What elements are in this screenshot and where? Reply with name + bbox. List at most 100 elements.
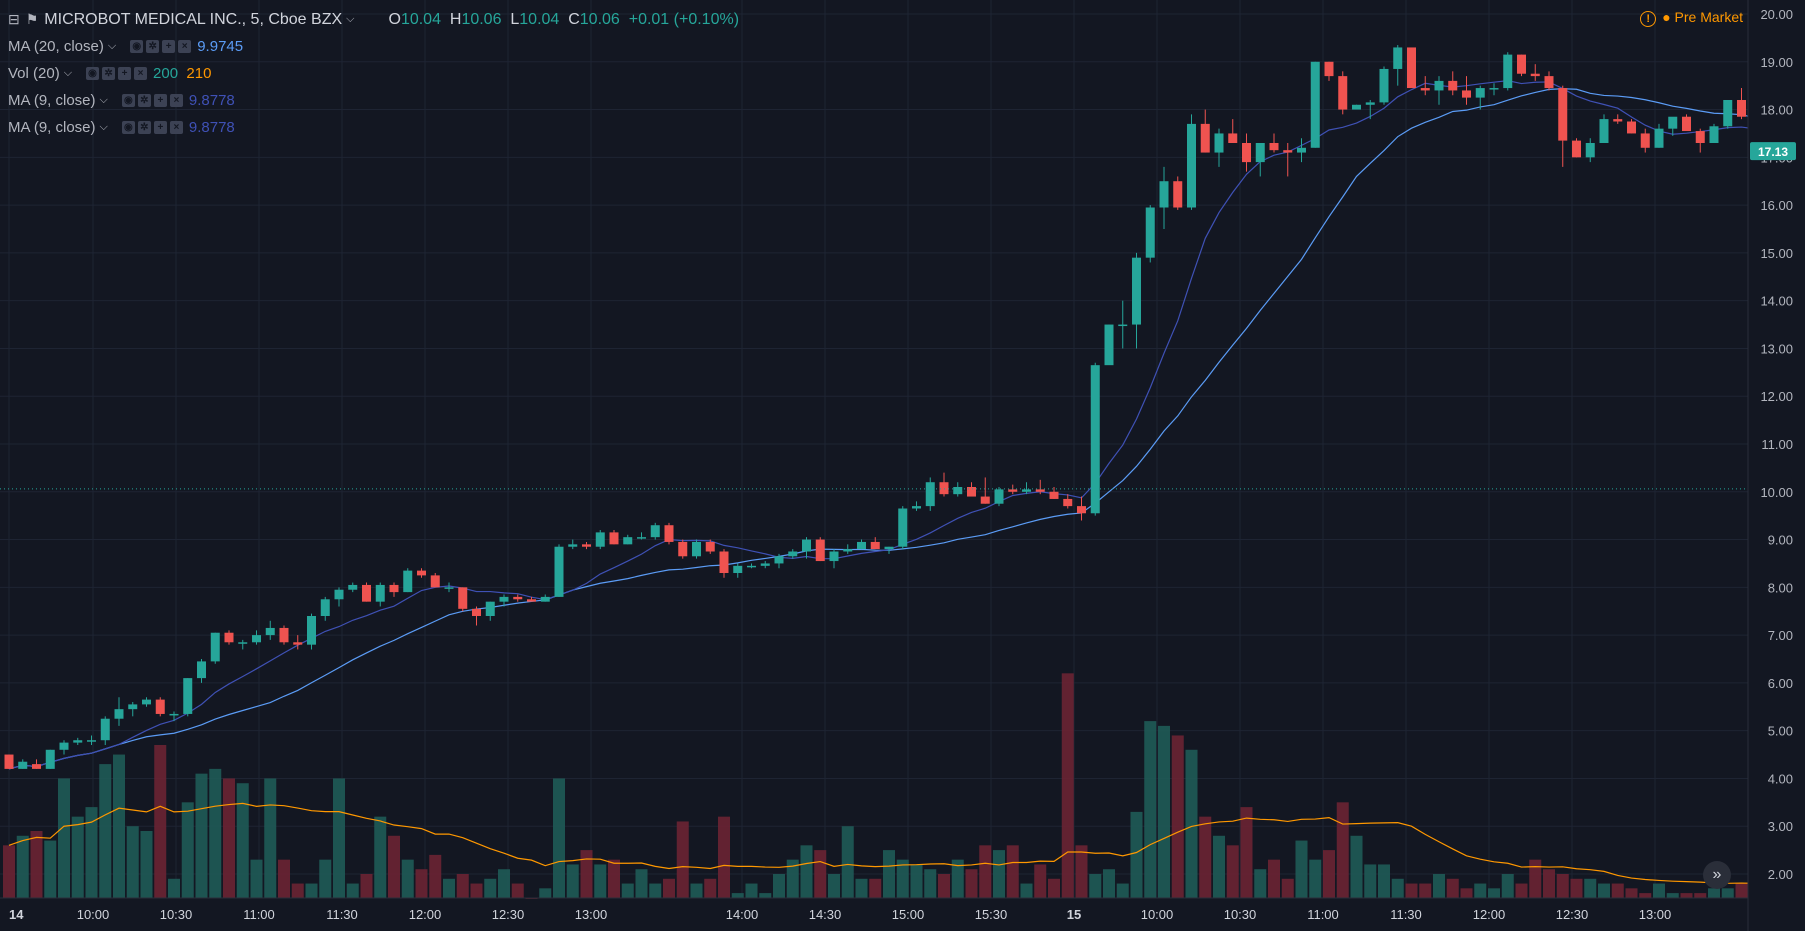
- close-icon[interactable]: ×: [178, 40, 192, 53]
- settings-icon[interactable]: ✲: [137, 121, 151, 134]
- candle-body: [1407, 47, 1416, 89]
- volume-bar: [291, 883, 304, 898]
- open-label: O: [388, 11, 401, 28]
- ohlc-values: O10.04 H10.06 L10.04 C10.06 +0.01 (+0.10…: [388, 6, 739, 33]
- scroll-right-icon[interactable]: »: [1703, 861, 1731, 889]
- indicator-label[interactable]: MA (20, close): [8, 38, 104, 55]
- indicator-value-ma: 210: [186, 65, 212, 82]
- volume-bar: [1281, 878, 1294, 898]
- chevron-down-icon[interactable]: ⌵: [99, 121, 108, 133]
- eye-icon[interactable]: ◉: [86, 67, 100, 80]
- eye-icon[interactable]: ◉: [121, 94, 135, 107]
- pre-market-indicator[interactable]: ! ● Pre Market: [1640, 9, 1743, 27]
- symbol-title[interactable]: MICROBOT MEDICAL INC., 5, Cboe BZX: [44, 11, 343, 28]
- price-axis[interactable]: 20.0019.0018.0017.0016.0015.0014.0013.00…: [1747, 0, 1805, 931]
- candle-body: [1228, 133, 1238, 143]
- time-tick-label: 15:00: [892, 907, 925, 922]
- candle: [802, 537, 811, 559]
- candle: [774, 553, 784, 569]
- indicator-row[interactable]: Vol (20) ⌵ ◉ ✲ + × 200 210: [8, 60, 739, 87]
- volume-bar: [594, 864, 607, 898]
- chevron-down-icon[interactable]: ⌵: [99, 94, 108, 106]
- chevron-down-icon[interactable]: ⌵: [63, 67, 73, 79]
- time-axis[interactable]: 14 10:00 10:30 11:00 11:30 12:00 12:30 13:00 14:…: [0, 897, 1748, 922]
- volume-bar: [126, 826, 139, 898]
- candle: [884, 546, 894, 554]
- candle-body: [444, 587, 454, 589]
- low-value: 10.04: [519, 11, 560, 28]
- plus-icon[interactable]: +: [153, 121, 167, 134]
- indicator-row[interactable]: MA (9, close) ⌵ ◉ ✲ + × 9.8778: [8, 114, 739, 141]
- volume-bar: [360, 874, 373, 898]
- indicator-label[interactable]: MA (9, close): [8, 92, 96, 109]
- indicator-label[interactable]: MA (9, close): [8, 119, 96, 136]
- candle: [623, 534, 633, 545]
- candle-body: [224, 632, 234, 643]
- volume-bar: [1185, 749, 1198, 898]
- volume-bar: [965, 869, 978, 898]
- candle-body: [1104, 324, 1114, 366]
- candle: [210, 632, 220, 664]
- plus-icon[interactable]: +: [153, 94, 167, 107]
- indicator-row[interactable]: MA (9, close) ⌵ ◉ ✲ + × 9.8778: [8, 87, 739, 114]
- high-value: 10.06: [461, 11, 502, 28]
- candle: [1585, 138, 1595, 163]
- settings-icon[interactable]: ✲: [137, 94, 151, 107]
- candle-body: [1585, 143, 1595, 158]
- eye-icon[interactable]: ◉: [130, 40, 144, 53]
- chevron-down-icon[interactable]: ⌵: [107, 40, 117, 52]
- candle-body: [1063, 498, 1073, 507]
- candle: [1145, 205, 1155, 263]
- eye-icon[interactable]: ◉: [121, 121, 135, 134]
- close-icon[interactable]: ×: [169, 94, 183, 107]
- candle-body: [829, 551, 839, 562]
- indicator-label[interactable]: Vol (20): [8, 65, 60, 82]
- candle-body: [692, 541, 701, 557]
- volume-bar: [1034, 864, 1047, 898]
- volume-bar: [1213, 835, 1225, 898]
- volume-bar: [1721, 888, 1734, 898]
- settings-icon[interactable]: ✲: [146, 40, 160, 53]
- candle: [829, 549, 839, 569]
- time-tick-label: 11:00: [243, 907, 275, 922]
- volume-bar: [250, 859, 263, 898]
- flag-icon[interactable]: ⚑: [25, 11, 39, 27]
- close-icon[interactable]: ×: [169, 121, 183, 134]
- volume-bar: [814, 850, 827, 898]
- candle: [307, 613, 316, 650]
- candle-body: [870, 541, 880, 550]
- candle-body: [430, 575, 440, 588]
- collapse-icon[interactable]: ⊟: [8, 11, 20, 27]
- candle: [719, 549, 729, 578]
- volume-bar: [1405, 883, 1418, 898]
- close-label: C: [568, 11, 580, 28]
- candle: [870, 537, 880, 550]
- time-tick-label: 14:00: [726, 907, 759, 922]
- volume-bar: [1350, 835, 1363, 898]
- volume-bar: [113, 754, 125, 898]
- candle: [1214, 128, 1224, 167]
- candle-body: [472, 608, 481, 616]
- indicator-controls: ◉ ✲ + ×: [121, 94, 183, 107]
- price-tick-label: 8.00: [1768, 580, 1793, 595]
- time-tick-label: 10:30: [1224, 907, 1257, 922]
- candle: [1517, 54, 1526, 77]
- plus-icon[interactable]: +: [118, 67, 132, 80]
- candle: [334, 587, 344, 607]
- candle: [1159, 166, 1169, 229]
- indicator-row[interactable]: MA (20, close) ⌵ ◉ ✲ + × 9.9745: [8, 33, 739, 60]
- volume-bar: [346, 883, 359, 898]
- volume-bar: [1611, 883, 1624, 898]
- close-value: 10.06: [579, 11, 620, 28]
- candle-body: [1090, 365, 1100, 514]
- candle-body: [293, 642, 303, 645]
- close-icon[interactable]: ×: [134, 67, 148, 80]
- settings-icon[interactable]: ✲: [102, 67, 116, 80]
- plus-icon[interactable]: +: [162, 40, 176, 53]
- volume-bar: [663, 878, 675, 898]
- candle: [1503, 52, 1513, 91]
- candle-body: [252, 635, 261, 643]
- candle: [1572, 138, 1581, 158]
- chevron-down-icon[interactable]: ⌵: [346, 13, 355, 25]
